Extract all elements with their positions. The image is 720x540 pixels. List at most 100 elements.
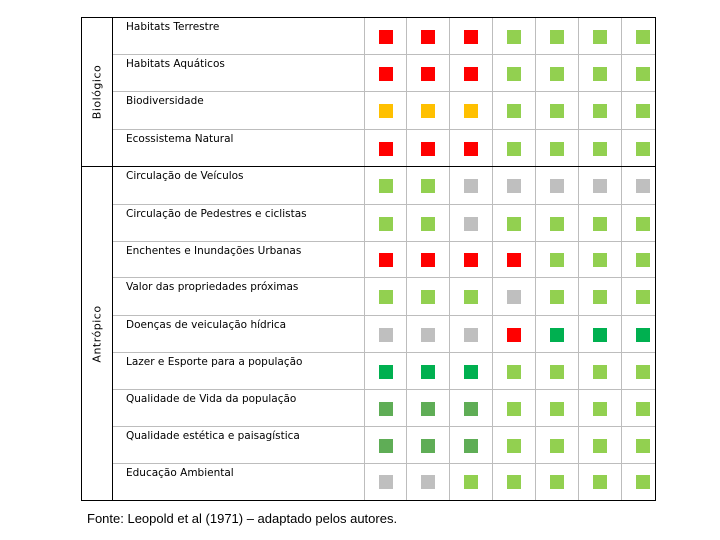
impact-marker-darkgreen (550, 328, 564, 342)
matrix-row: Enchentes e Inundações Urbanas (113, 242, 655, 278)
matrix-cell (535, 278, 578, 315)
matrix-cell (535, 55, 578, 91)
impact-marker-red (507, 328, 521, 342)
matrix-cell (449, 130, 492, 166)
matrix-row: Doenças de veiculação hídrica (113, 316, 655, 353)
impact-marker-darkgreen (593, 328, 607, 342)
matrix-cell (621, 278, 664, 315)
group-label-antropico: Antrópico (90, 304, 104, 363)
impact-matrix: Biológico Antrópico Habitats Terrestre Ha… (81, 17, 656, 501)
impact-marker-gray (464, 179, 478, 193)
impact-marker-yellow (464, 104, 478, 118)
impact-marker-gray (507, 290, 521, 304)
matrix-cell (578, 316, 621, 352)
matrix-row: Habitats Terrestre (113, 18, 655, 55)
impact-marker-lightgreen (507, 439, 521, 453)
row-label: Habitats Terrestre (126, 21, 220, 33)
impact-marker-lightgreen (550, 30, 564, 44)
matrix-cell (578, 92, 621, 129)
source-caption: Fonte: Leopold et al (1971) – adaptado p… (87, 511, 398, 526)
impact-marker-midgreen (464, 402, 478, 416)
impact-marker-lightgreen (636, 104, 650, 118)
impact-marker-red (379, 142, 393, 156)
matrix-cell (406, 427, 449, 463)
impact-marker-lightgreen (550, 67, 564, 81)
impact-marker-lightgreen (421, 290, 435, 304)
impact-marker-lightgreen (593, 253, 607, 267)
matrix-cell (364, 353, 407, 389)
matrix-cell (406, 464, 449, 500)
impact-marker-red (421, 30, 435, 44)
group-antropico: Antrópico (82, 167, 113, 500)
matrix-cell (364, 390, 407, 426)
impact-marker-gray (593, 179, 607, 193)
matrix-cell (535, 353, 578, 389)
impact-marker-red (379, 30, 393, 44)
matrix-row: Ecossistema Natural (113, 130, 655, 167)
matrix-cell (406, 353, 449, 389)
impact-marker-lightgreen (464, 475, 478, 489)
group-biologico: Biológico (82, 18, 113, 167)
impact-marker-lightgreen (593, 67, 607, 81)
row-label: Valor das propriedades próximas (126, 281, 299, 293)
matrix-cell (449, 92, 492, 129)
matrix-cell (578, 464, 621, 500)
impact-marker-lightgreen (379, 179, 393, 193)
impact-marker-red (421, 142, 435, 156)
matrix-cell (406, 167, 449, 204)
matrix-cell (492, 242, 535, 277)
matrix-cell (492, 316, 535, 352)
matrix-cell (449, 427, 492, 463)
matrix-cell (364, 130, 407, 166)
impact-marker-lightgreen (636, 67, 650, 81)
row-label: Ecossistema Natural (126, 133, 234, 145)
row-label: Habitats Aquáticos (126, 58, 225, 70)
matrix-cell (364, 167, 407, 204)
matrix-row: Educação Ambiental (113, 464, 655, 500)
impact-marker-darkgreen (636, 328, 650, 342)
impact-marker-lightgreen (636, 475, 650, 489)
impact-marker-lightgreen (550, 104, 564, 118)
matrix-cell (535, 316, 578, 352)
matrix-cell (492, 390, 535, 426)
impact-marker-lightgreen (636, 402, 650, 416)
matrix-cell (621, 92, 664, 129)
matrix-cell (449, 18, 492, 54)
impact-marker-lightgreen (636, 217, 650, 231)
impact-marker-midgreen (379, 402, 393, 416)
impact-marker-lightgreen (636, 365, 650, 379)
impact-marker-lightgreen (507, 142, 521, 156)
matrix-cell (578, 167, 621, 204)
matrix-cell (492, 130, 535, 166)
impact-marker-red (421, 67, 435, 81)
matrix-row: Qualidade estética e paisagística (113, 427, 655, 464)
row-label: Enchentes e Inundações Urbanas (126, 245, 302, 257)
matrix-cell (621, 353, 664, 389)
impact-marker-lightgreen (507, 104, 521, 118)
matrix-cell (364, 205, 407, 241)
matrix-cell (449, 278, 492, 315)
matrix-cell (621, 427, 664, 463)
matrix-cell (578, 242, 621, 277)
row-label: Circulação de Veículos (126, 170, 244, 182)
impact-marker-lightgreen (593, 217, 607, 231)
impact-marker-lightgreen (593, 402, 607, 416)
impact-marker-gray (421, 475, 435, 489)
impact-marker-red (379, 67, 393, 81)
matrix-cell (535, 205, 578, 241)
matrix-cell (492, 353, 535, 389)
matrix-cell (535, 130, 578, 166)
impact-marker-lightgreen (593, 30, 607, 44)
impact-marker-darkgreen (464, 365, 478, 379)
matrix-cell (578, 205, 621, 241)
matrix-cell (621, 130, 664, 166)
matrix-cell (364, 464, 407, 500)
impact-marker-gray (464, 217, 478, 231)
impact-marker-lightgreen (593, 365, 607, 379)
matrix-cell (364, 278, 407, 315)
impact-marker-lightgreen (421, 179, 435, 193)
matrix-cell (449, 242, 492, 277)
matrix-cell (364, 316, 407, 352)
impact-marker-lightgreen (550, 365, 564, 379)
group-label-biologico: Biológico (90, 64, 104, 120)
